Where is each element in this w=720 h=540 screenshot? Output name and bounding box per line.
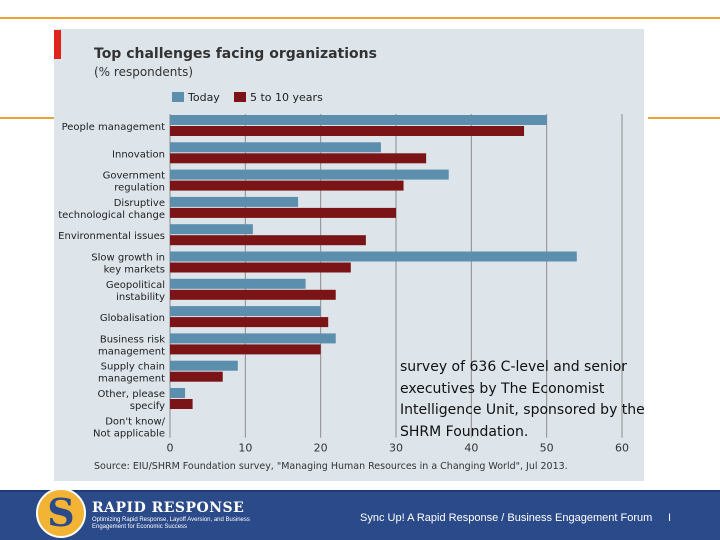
- bar-five-to-ten-years: [170, 180, 404, 191]
- x-tick-label: 60: [615, 442, 629, 455]
- top-rule: [0, 17, 720, 19]
- bar-today: [170, 115, 547, 125]
- footer-tagline: Optimizing Rapid Response, Layoff Aversi…: [92, 517, 250, 530]
- bar-five-to-ten-years: [170, 371, 223, 382]
- bar-today: [170, 169, 449, 180]
- left-mid-rule: [0, 117, 54, 119]
- bar-five-to-ten-years: [170, 207, 396, 218]
- category-label: Environmental issues: [58, 231, 165, 242]
- bar-five-to-ten-years: [170, 289, 336, 300]
- category-label: technological change: [58, 210, 165, 221]
- chart-subtitle: (% respondents): [94, 65, 194, 79]
- x-tick-label: 0: [167, 442, 174, 455]
- category-label: instability: [116, 292, 165, 303]
- category-label: Globalisation: [100, 313, 165, 324]
- x-tick-label: 30: [389, 442, 403, 455]
- category-label: management: [98, 374, 165, 385]
- category-label: Other, please: [97, 389, 165, 400]
- right-mid-rule: [648, 117, 720, 119]
- logo-s-glyph-icon: S: [47, 490, 75, 535]
- category-label: key markets: [104, 265, 165, 276]
- category-label: Slow growth in: [91, 253, 165, 264]
- x-tick-label: 50: [540, 442, 554, 455]
- legend-swatch-five-to-ten-years: [234, 92, 246, 102]
- x-tick-label: 20: [314, 442, 328, 455]
- bar-today: [170, 251, 577, 262]
- category-label: Don't know/: [105, 416, 165, 427]
- bar-today: [170, 278, 306, 289]
- bar-today: [170, 388, 186, 398]
- category-label: People management: [62, 122, 165, 133]
- category-label: management: [98, 346, 165, 357]
- footer-bar: [0, 492, 720, 540]
- category-label: Not applicable: [93, 428, 165, 439]
- category-label: Supply chain: [101, 362, 165, 373]
- bar-today: [170, 196, 299, 207]
- category-label: Business risk: [100, 334, 165, 345]
- bar-five-to-ten-years: [170, 344, 321, 355]
- bar-five-to-ten-years: [170, 126, 525, 136]
- legend-label: Today: [187, 91, 220, 104]
- bar-five-to-ten-years: [170, 317, 329, 328]
- legend-label: 5 to 10 years: [250, 91, 323, 104]
- x-tick-label: 40: [464, 442, 478, 455]
- category-label: regulation: [114, 183, 165, 194]
- chart-source: Source: EIU/SHRM Foundation survey, "Man…: [94, 461, 568, 472]
- category-label: specify: [130, 401, 165, 412]
- survey-description: survey of 636 C-level and senior executi…: [400, 359, 645, 440]
- footer-top-border: [0, 490, 720, 493]
- footer-separator: I: [668, 512, 672, 524]
- category-label: Innovation: [112, 149, 165, 160]
- bar-five-to-ten-years: [170, 153, 427, 164]
- category-label: Government: [103, 171, 165, 182]
- chart-title: Top challenges facing organizations: [94, 46, 377, 62]
- bar-five-to-ten-years: [170, 262, 351, 273]
- bar-today: [170, 142, 381, 153]
- bar-today: [170, 306, 321, 317]
- bar-five-to-ten-years: [170, 399, 193, 409]
- footer-forum-title: Sync Up! A Rapid Response / Business Eng…: [360, 512, 653, 524]
- bar-today: [170, 333, 336, 344]
- category-label: Disruptive: [114, 198, 165, 209]
- title-accent-bar: [54, 30, 61, 59]
- footer-brand: RAPID RESPONSE: [92, 500, 245, 516]
- bar-today: [170, 224, 253, 235]
- category-label: Geopolitical: [106, 280, 165, 291]
- rapid-response-logo-icon: [36, 488, 86, 538]
- bar-today: [170, 360, 238, 371]
- legend-swatch-today: [172, 92, 184, 102]
- x-tick-label: 10: [238, 442, 252, 455]
- bar-five-to-ten-years: [170, 235, 366, 246]
